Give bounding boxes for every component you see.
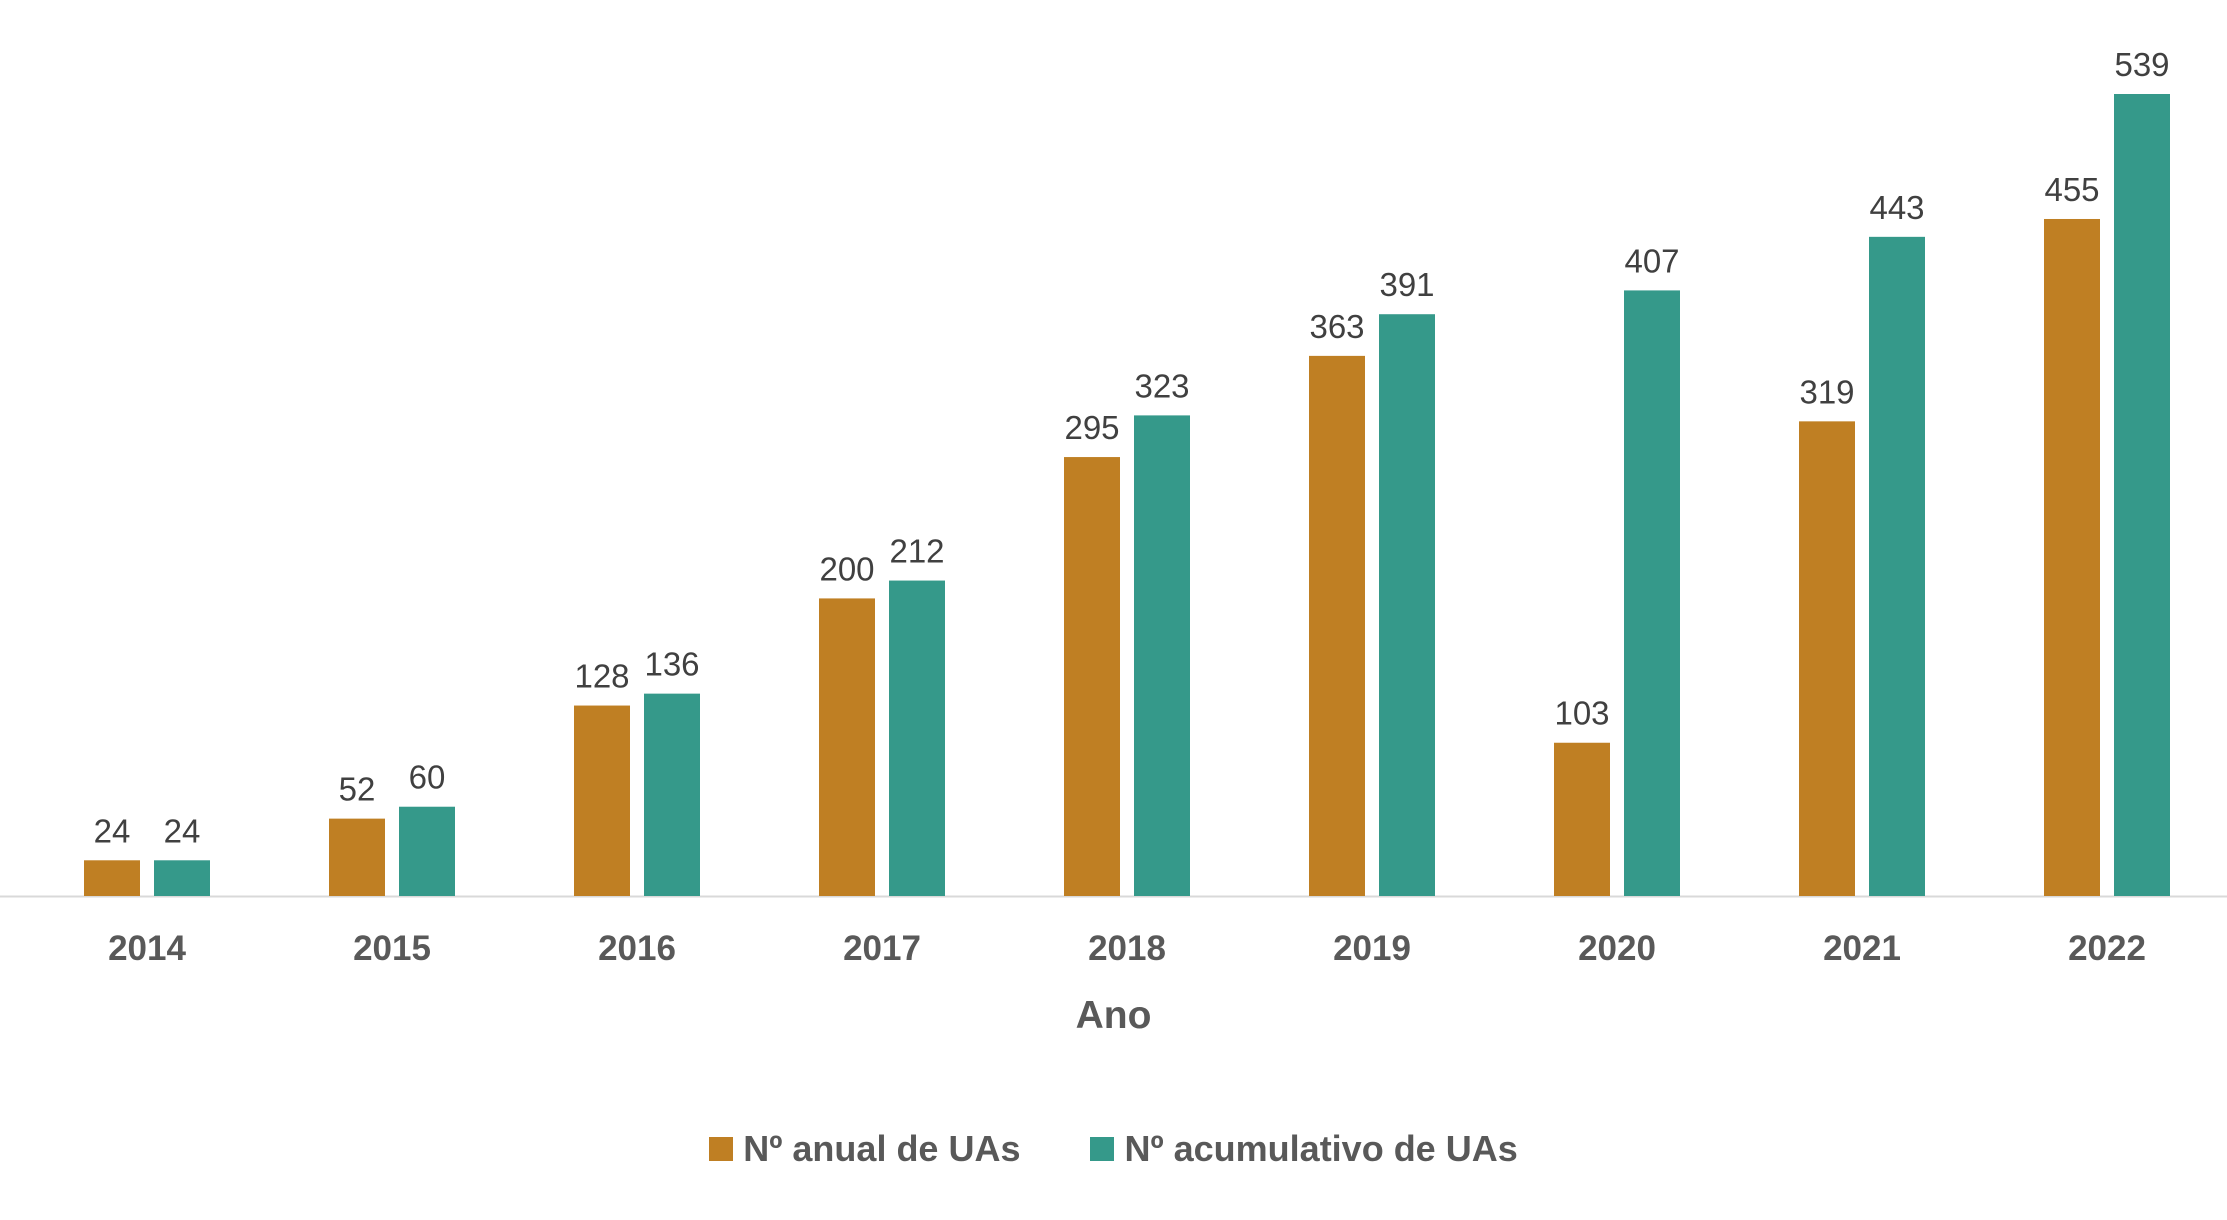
bar-annual-2018 <box>1064 457 1120 896</box>
data-label-cumulative-2020: 407 <box>1624 242 1679 279</box>
bar-cumulative-2021 <box>1869 236 1925 897</box>
data-label-annual-2020: 103 <box>1554 695 1609 732</box>
bar-cumulative-2015 <box>399 806 455 896</box>
legend-swatch-annual <box>709 1137 734 1161</box>
bar-annual-2020 <box>1554 742 1610 896</box>
bar-cumulative-2014 <box>154 860 210 896</box>
data-label-annual-2022: 455 <box>2044 171 2099 208</box>
data-label-annual-2017: 200 <box>819 550 874 587</box>
x-tick-label-2017: 2017 <box>843 929 921 968</box>
bar-annual-2014 <box>84 860 140 896</box>
bar-cumulative-2020 <box>1624 290 1680 896</box>
data-label-annual-2014: 24 <box>94 812 131 849</box>
legend-item-annual: Nº anual de UAs <box>709 1128 1020 1170</box>
x-tick-label-2014: 2014 <box>108 929 186 968</box>
data-label-annual-2021: 319 <box>1799 373 1854 410</box>
data-label-cumulative-2017: 212 <box>889 533 944 570</box>
data-label-cumulative-2015: 60 <box>409 759 446 796</box>
x-tick-label-2021: 2021 <box>1823 929 1901 968</box>
bar-cumulative-2016 <box>644 693 700 896</box>
data-label-annual-2016: 128 <box>574 658 629 695</box>
x-tick-label-2018: 2018 <box>1088 929 1166 968</box>
bar-annual-2017 <box>819 598 875 896</box>
legend: Nº anual de UAs Nº acumulativo de UAs <box>0 1128 2227 1170</box>
bar-annual-2016 <box>574 705 630 896</box>
x-tick-label-2020: 2020 <box>1578 929 1656 968</box>
x-tick-label-2016: 2016 <box>598 929 676 968</box>
bar-annual-2019 <box>1309 355 1365 896</box>
data-label-cumulative-2022: 539 <box>2114 46 2169 83</box>
legend-label-annual: Nº anual de UAs <box>743 1128 1021 1169</box>
bar-cumulative-2018 <box>1134 415 1190 896</box>
bar-annual-2015 <box>329 818 385 896</box>
bar-cumulative-2017 <box>889 580 945 896</box>
legend-item-cumulative: Nº acumulativo de UAs <box>1090 1128 1518 1170</box>
bar-cumulative-2019 <box>1379 314 1435 896</box>
data-label-cumulative-2016: 136 <box>644 646 699 683</box>
data-label-annual-2018: 295 <box>1064 409 1119 446</box>
bar-annual-2021 <box>1799 421 1855 896</box>
bar-cumulative-2022 <box>2114 94 2170 896</box>
x-tick-label-2022: 2022 <box>2068 929 2146 968</box>
x-tick-label-2019: 2019 <box>1333 929 1411 968</box>
data-label-cumulative-2018: 323 <box>1134 367 1189 404</box>
data-label-annual-2019: 363 <box>1309 308 1364 345</box>
data-label-cumulative-2014: 24 <box>164 812 201 849</box>
data-label-cumulative-2021: 443 <box>1869 189 1924 226</box>
data-label-annual-2015: 52 <box>339 771 376 808</box>
legend-label-cumulative: Nº acumulativo de UAs <box>1124 1128 1518 1169</box>
x-axis-title: Ano <box>1075 994 1152 1037</box>
data-label-cumulative-2019: 391 <box>1379 266 1434 303</box>
legend-swatch-cumulative <box>1090 1137 1115 1161</box>
bar-annual-2022 <box>2044 218 2100 897</box>
x-tick-label-2015: 2015 <box>353 929 431 968</box>
